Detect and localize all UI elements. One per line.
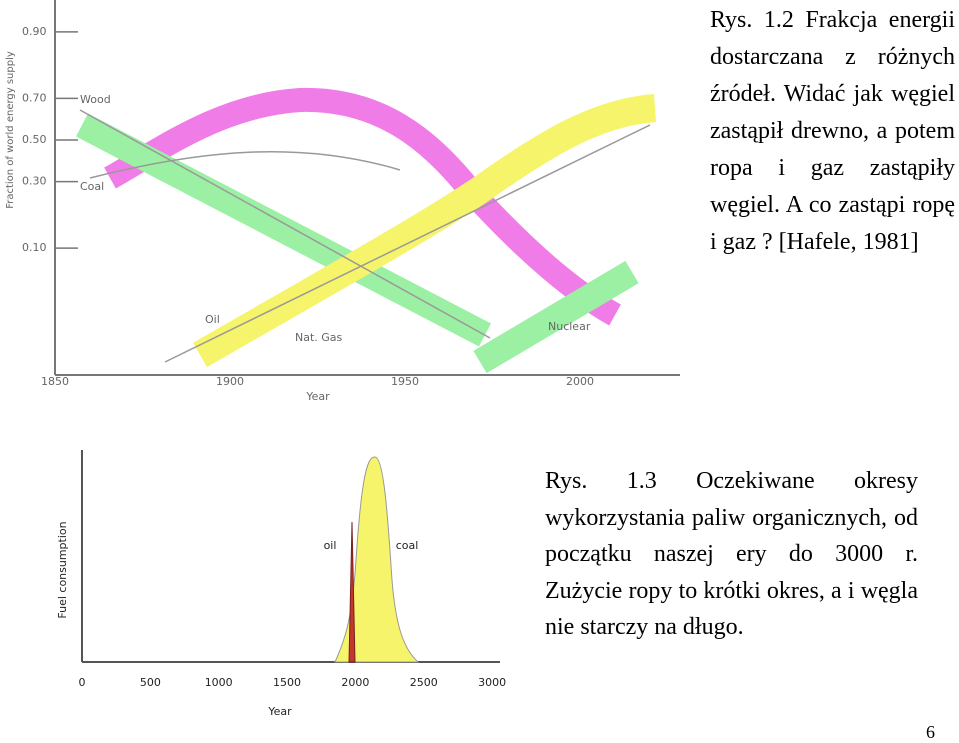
x-axis-label: Year	[305, 390, 330, 403]
x-axis-label: Year	[267, 705, 292, 718]
coal-label: coal	[396, 539, 419, 552]
nuclear-label: Nuclear	[548, 320, 591, 333]
y-tick-label: 0.30	[22, 175, 47, 188]
y-axis-label: Fuel consumption	[56, 521, 69, 618]
x-tick-label: 1000	[205, 676, 233, 689]
page-number: 6	[926, 722, 935, 742]
figure-1: Wood Coal Oil Nat. Gas Nuclear Year Frac…	[5, 0, 680, 403]
x-tick-label: 1950	[391, 375, 419, 388]
x-tick-label: 3000	[478, 676, 506, 689]
caption-1: Rys. 1.2 Frakcja energii dostarczana z r…	[710, 7, 955, 255]
coal-label: Coal	[80, 180, 104, 193]
coal-curve	[334, 456, 420, 663]
figure-2: oil coal Year Fuel consumption 0 500 1000 1…	[56, 450, 506, 718]
x-tick-label: 500	[140, 676, 161, 689]
bands	[75, 87, 657, 374]
oil-band	[193, 94, 657, 368]
gas-band	[473, 260, 639, 374]
y-tick-label: 0.70	[22, 91, 47, 104]
x-tick-label: 1850	[41, 375, 69, 388]
x-tick-label: 1500	[273, 676, 301, 689]
x-tick-label: 1900	[216, 375, 244, 388]
x-tick-label: 2000	[341, 676, 369, 689]
caption-2: Rys. 1.3 Oczekiwane okresy wykorzystania…	[545, 468, 918, 640]
gas-label: Nat. Gas	[295, 331, 343, 344]
wood-line	[79, 109, 491, 339]
oil-label: Oil	[205, 313, 220, 326]
oil-label: oil	[324, 539, 337, 552]
x-tick-label: 2500	[410, 676, 438, 689]
y-tick-label: 0.50	[22, 133, 47, 146]
y-axis-label: Fraction of world energy supply	[5, 51, 16, 209]
x-tick-label: 2000	[566, 375, 594, 388]
oil-line	[164, 124, 651, 363]
y-tick-label: 0.90	[22, 25, 47, 38]
wood-band	[75, 113, 492, 347]
oil-curve	[348, 521, 356, 663]
coal-line	[89, 151, 401, 179]
y-tick-label: 0.10	[22, 241, 47, 254]
coal-band	[104, 87, 621, 326]
wood-label: Wood	[80, 93, 111, 106]
x-tick-label: 0	[79, 676, 86, 689]
